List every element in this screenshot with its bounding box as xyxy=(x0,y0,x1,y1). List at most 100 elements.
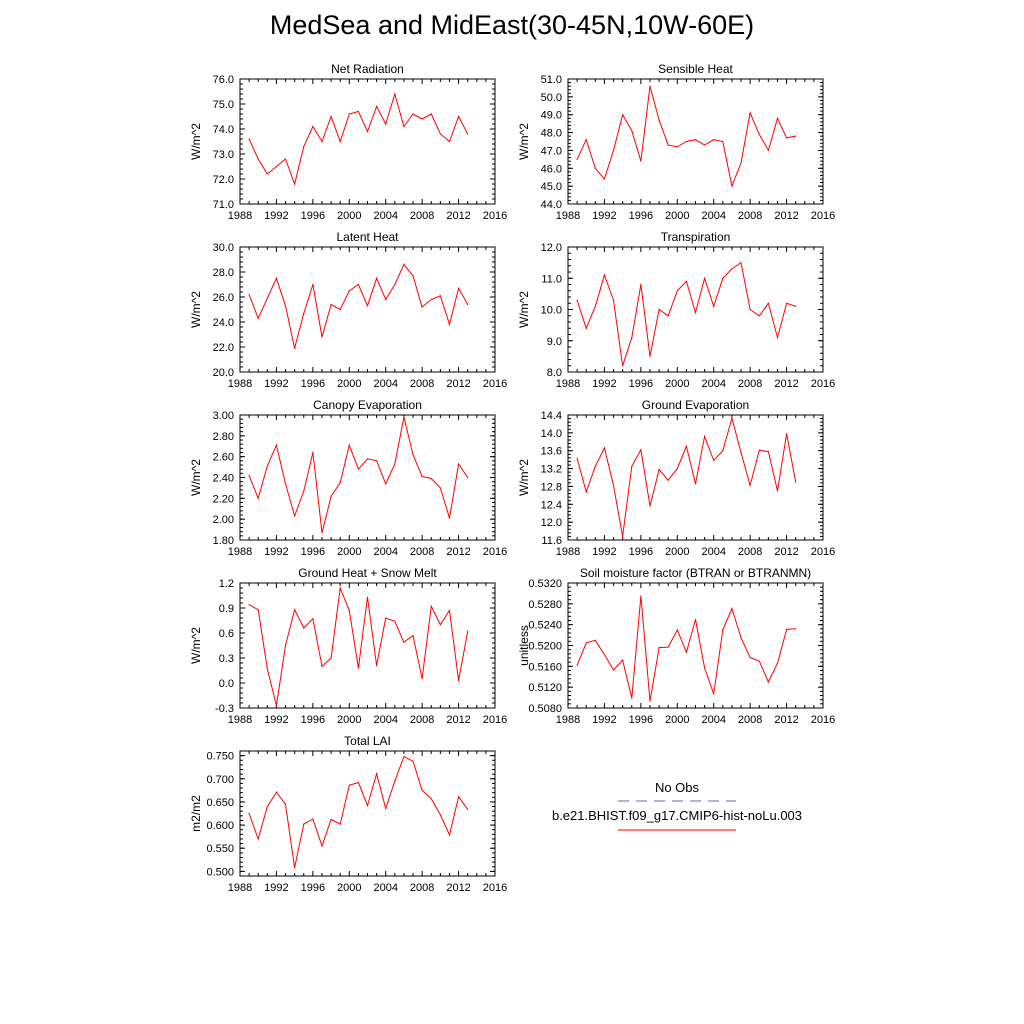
data-point xyxy=(713,139,715,141)
y-tick-label: 26.0 xyxy=(213,292,234,304)
x-tick-label: 1996 xyxy=(301,546,325,558)
data-point xyxy=(758,315,760,317)
data-point xyxy=(658,308,660,311)
y-tick-label: 0.5240 xyxy=(528,620,562,632)
data-point xyxy=(339,823,341,825)
x-tick-label: 2000 xyxy=(665,714,689,726)
data-point xyxy=(248,293,250,296)
x-tick-label: 2000 xyxy=(337,210,361,222)
data-point xyxy=(776,490,779,492)
data-point xyxy=(467,630,469,632)
panel-frame xyxy=(239,78,496,205)
data-point xyxy=(348,444,350,446)
data-point xyxy=(303,145,305,148)
data-point xyxy=(640,160,642,162)
data-point xyxy=(275,704,278,707)
x-tick-label: 2012 xyxy=(774,210,798,222)
panel-title: Ground Evaporation xyxy=(642,398,749,412)
data-point xyxy=(622,659,624,661)
data-point xyxy=(740,451,742,454)
data-point xyxy=(612,299,615,301)
data-point xyxy=(376,105,378,108)
y-tick-label: 10.0 xyxy=(541,305,562,317)
data-point xyxy=(321,532,323,534)
x-tick-label: 1992 xyxy=(264,882,288,894)
data-point xyxy=(576,457,578,459)
x-tick-label: 1988 xyxy=(228,378,252,390)
data-point xyxy=(430,605,432,607)
data-point xyxy=(795,135,797,137)
y-tick-label: 72.0 xyxy=(213,174,234,186)
x-tick-label: 1992 xyxy=(264,714,288,726)
data-point xyxy=(430,477,432,480)
x-tick-label: 2008 xyxy=(738,210,762,222)
data-point xyxy=(403,641,405,643)
data-point xyxy=(330,303,332,306)
data-point xyxy=(785,137,788,139)
y-tick-label: 1.80 xyxy=(213,535,234,547)
data-point xyxy=(284,483,287,485)
legend-model-label: b.e21.BHIST.f09_g17.CMIP6-hist-noLu.003 xyxy=(552,808,802,823)
x-tick-label: 2000 xyxy=(337,546,361,558)
data-point xyxy=(439,624,441,626)
data-point xyxy=(266,173,268,175)
data-point xyxy=(676,467,678,470)
data-point xyxy=(376,773,378,775)
data-point xyxy=(321,665,323,667)
y-tick-label: 0.600 xyxy=(206,820,234,832)
panel-3: Latent Heat W/m^2 1988 1992 1996 2000 2004 2008… xyxy=(189,230,507,390)
y-axis-label: W/m^2 xyxy=(517,123,531,160)
y-tick-label: 0.0 xyxy=(219,678,234,690)
data-point xyxy=(667,315,669,317)
series-line xyxy=(248,586,469,706)
data-point xyxy=(303,627,305,629)
x-tick-label: 1996 xyxy=(301,210,325,222)
data-point xyxy=(585,642,587,644)
data-point xyxy=(785,433,788,435)
panel-frame xyxy=(239,582,496,709)
panel-title: Latent Heat xyxy=(336,230,399,244)
data-point xyxy=(321,140,323,143)
data-point xyxy=(649,700,651,702)
panel-9: Total LAI m2/m2 1988 1992 1996 2000 2004 2008 20… xyxy=(189,734,507,894)
data-point xyxy=(312,618,314,620)
y-axis-label: W/m^2 xyxy=(189,123,203,160)
data-point xyxy=(585,139,587,141)
x-tick-label: 1996 xyxy=(301,378,325,390)
y-tick-label: 11.0 xyxy=(541,273,562,285)
y-tick-label: 2.60 xyxy=(213,452,234,464)
data-point xyxy=(257,838,259,840)
y-tick-label: 0.500 xyxy=(206,866,234,878)
y-tick-label: 0.6 xyxy=(219,628,234,640)
x-tick-label: 2008 xyxy=(738,546,762,558)
data-point xyxy=(257,497,259,499)
data-point xyxy=(457,115,460,118)
y-tick-label: 76.0 xyxy=(213,74,234,86)
data-point xyxy=(376,664,378,667)
legend-obs-label: No Obs xyxy=(655,780,700,795)
x-tick-label: 1992 xyxy=(592,378,616,390)
data-point xyxy=(448,323,451,326)
data-point xyxy=(776,337,779,339)
data-point xyxy=(430,113,432,115)
data-point xyxy=(394,283,396,286)
series-line xyxy=(248,755,469,868)
data-point xyxy=(312,818,314,820)
data-point xyxy=(749,112,751,114)
data-point xyxy=(284,305,287,307)
data-point xyxy=(412,113,414,115)
y-tick-label: 28.0 xyxy=(213,267,234,279)
data-point xyxy=(412,275,414,277)
data-point xyxy=(275,277,278,279)
series-line xyxy=(248,263,469,349)
x-tick-label: 1996 xyxy=(629,378,653,390)
page-title: MedSea and MidEast(30-45N,10W-60E) xyxy=(269,10,755,40)
x-tick-label: 2004 xyxy=(373,882,397,894)
data-point xyxy=(603,274,606,276)
data-point xyxy=(312,283,314,286)
panel-5: Canopy Evaporation W/m^2 1988 1992 1996 2000 2… xyxy=(189,398,507,558)
data-point xyxy=(667,646,669,648)
x-tick-label: 2012 xyxy=(774,714,798,726)
data-point xyxy=(795,481,797,483)
